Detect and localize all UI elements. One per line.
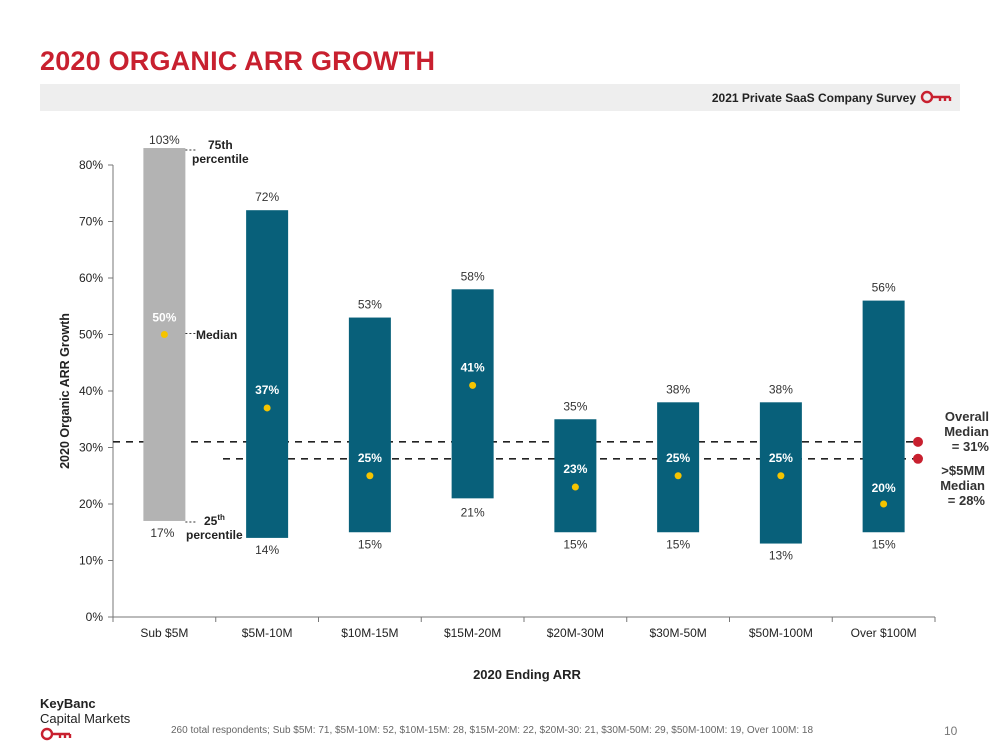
page-number: 10 <box>944 724 958 738</box>
p75-label: 103% <box>149 133 180 147</box>
median-label: 25% <box>769 451 793 465</box>
p25-label: 15% <box>666 537 690 551</box>
y-tick-label: 30% <box>79 441 103 455</box>
median-label: 25% <box>358 451 382 465</box>
p75-label: 38% <box>769 382 793 396</box>
median-annotation: Median <box>196 328 237 342</box>
x-tick-label: Sub $5M <box>140 626 188 640</box>
p75-label: 72% <box>255 190 279 204</box>
footnote: 260 total respondents; Sub $5M: 71, $5M-… <box>171 725 814 736</box>
survey-banner: 2021 Private SaaS Company Survey <box>40 84 960 111</box>
y-tick-label: 40% <box>79 384 103 398</box>
median-label: 25% <box>666 451 690 465</box>
p75-label: 35% <box>563 399 587 413</box>
x-axis-title: 2020 Ending ARR <box>473 667 581 682</box>
p75-label: 58% <box>461 269 485 283</box>
p75-label: 53% <box>358 298 382 312</box>
p25-annotation: 25th <box>204 513 225 528</box>
median-label: 37% <box>255 383 279 397</box>
brand-logo: KeyBanc Capital Markets <box>40 696 130 726</box>
p25-label: 15% <box>872 537 896 551</box>
reference-lines: Overall Median = 31% >$5MM Median = 28% <box>113 409 989 508</box>
median-dot <box>674 472 682 480</box>
p25-annotation: percentile <box>186 528 243 542</box>
reference-line-label: Overall Median = 31% <box>944 409 989 454</box>
key-logo-icon <box>920 90 952 104</box>
p75-label: 38% <box>666 382 690 396</box>
y-tick-label: 50% <box>79 328 103 342</box>
p25-label: 14% <box>255 543 279 557</box>
median-label: 23% <box>563 462 587 476</box>
range-bar <box>451 289 494 499</box>
x-tick-label: $15M-20M <box>444 626 501 640</box>
x-tick-label: $20M-30M <box>547 626 604 640</box>
page-title: 2020 ORGANIC ARR GROWTH <box>40 46 436 76</box>
median-dot <box>469 381 477 389</box>
bars: 103% 17% 50% 72% 14% 37% 53% 15% 25% 58% 21% 41% 35%… <box>143 133 905 563</box>
range-bar <box>554 419 597 533</box>
p75-annotation: 75th <box>208 138 233 152</box>
reference-dot <box>913 436 923 447</box>
x-tick-label: $10M-15M <box>341 626 398 640</box>
p25-label: 17% <box>150 526 174 540</box>
x-tick-label: $30M-50M <box>649 626 706 640</box>
range-bar <box>862 300 905 533</box>
y-tick-label: 80% <box>79 158 103 172</box>
median-dot <box>160 331 168 338</box>
survey-label: 2021 Private SaaS Company Survey <box>711 91 916 105</box>
y-tick-label: 70% <box>79 215 103 229</box>
key-logo-icon <box>40 727 72 741</box>
y-tick-label: 20% <box>79 497 103 511</box>
y-tick-label: 0% <box>86 610 104 624</box>
median-dot <box>366 472 374 480</box>
brand-name: KeyBanc <box>40 696 96 711</box>
median-dot <box>263 404 271 412</box>
median-label: 41% <box>461 360 485 374</box>
range-bar <box>246 210 289 538</box>
organic-arr-growth-chart: 0% 10% 20% 30% 40% 50% 60% 70% 80% Sub $5M $5M-10… <box>58 133 989 682</box>
x-tick-label: $5M-10M <box>242 626 293 640</box>
p25-label: 21% <box>461 505 485 519</box>
median-label: 20% <box>872 481 896 495</box>
p75-annotation: percentile <box>192 152 249 166</box>
brand-subtitle: Capital Markets <box>40 711 131 726</box>
y-axis: 0% 10% 20% 30% 40% 50% 60% 70% 80% <box>79 158 114 624</box>
p25-label: 13% <box>769 549 793 563</box>
x-tick-label: $50M-100M <box>749 626 813 640</box>
reference-dot <box>913 453 923 464</box>
p75-label: 56% <box>872 281 896 295</box>
median-dot <box>571 483 579 491</box>
range-bar <box>348 317 391 533</box>
y-axis-title: 2020 Organic ARR Growth <box>58 313 72 469</box>
median-dot <box>880 500 888 508</box>
median-label: 50% <box>152 311 176 325</box>
range-bar <box>657 402 700 533</box>
y-tick-label: 60% <box>79 271 103 285</box>
reference-line-label: >$5MM Median = 28% <box>940 463 985 508</box>
x-axis: Sub $5M $5M-10M $10M-15M $15M-20M $20M-30M $3… <box>112 616 936 640</box>
p25-label: 15% <box>358 537 382 551</box>
p25-label: 15% <box>563 537 587 551</box>
median-dot <box>777 472 785 480</box>
x-tick-label: Over $100M <box>851 626 917 640</box>
y-tick-label: 10% <box>79 554 103 568</box>
